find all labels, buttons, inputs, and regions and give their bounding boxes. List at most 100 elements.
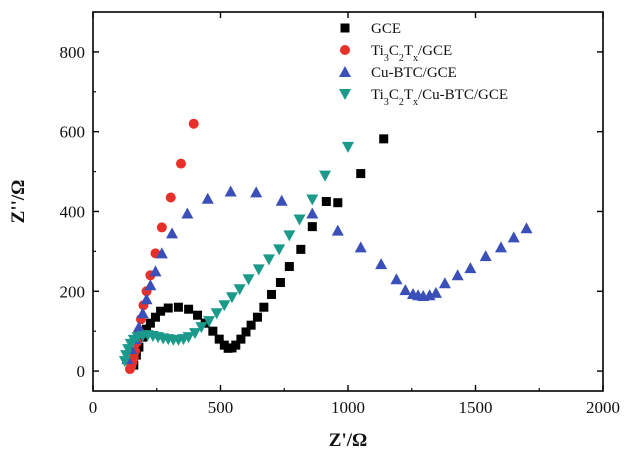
legend-marker	[339, 89, 351, 100]
cu-btc-gce-point	[306, 207, 319, 219]
gce-point	[252, 312, 262, 322]
gce-point	[379, 134, 389, 144]
legend-marker	[340, 23, 350, 33]
y-tick-label: 0	[77, 362, 86, 381]
cu-btc-gce-point	[224, 185, 237, 197]
gce-point	[208, 326, 218, 336]
x-tick-label: 1500	[459, 398, 493, 417]
series-ti3c2tx-cu-btc-gce	[118, 141, 354, 368]
gce-point	[284, 262, 294, 272]
cu-btc-gce-point	[375, 258, 388, 270]
cu-btc-gce-point	[429, 286, 442, 298]
gce-point	[275, 277, 285, 287]
legend-label: Ti3C2Tx/Cu-BTC/GCE	[371, 87, 508, 108]
gce-point	[150, 312, 160, 322]
cu-btc-gce-point	[132, 321, 145, 333]
gce-point	[246, 320, 256, 330]
gce-point	[214, 334, 224, 344]
cu-btc-gce-point	[201, 192, 214, 204]
gce-point	[241, 327, 251, 337]
y-tick-label: 600	[60, 123, 86, 142]
ti3c2tx-cu-btc-gce-point	[262, 254, 275, 266]
ti3c2tx-cu-btc-gce-point	[306, 194, 319, 206]
ti3c2tx-cu-btc-gce-point	[225, 292, 238, 304]
cu-btc-gce-point	[464, 262, 477, 274]
cu-btc-gce-point	[140, 293, 153, 305]
cu-btc-gce-point	[144, 279, 157, 291]
gce-point	[267, 289, 276, 299]
ti3c2tx-cu-btc-gce-point	[242, 274, 255, 286]
x-tick-label: 1000	[331, 398, 365, 417]
y-tick-label: 200	[60, 282, 86, 301]
gce-point	[156, 306, 166, 316]
legend-marker	[340, 45, 350, 55]
y-axis-title: Z''/Ω	[8, 180, 29, 224]
cu-btc-gce-point	[155, 247, 168, 259]
gce-point	[145, 318, 155, 328]
ti3c2tx-cu-btc-gce-point	[218, 300, 231, 312]
cu-btc-gce-point	[495, 241, 507, 253]
gce-point	[307, 222, 317, 232]
gce-point	[259, 302, 269, 312]
cu-btc-gce-point	[390, 273, 403, 285]
cu-btc-gce-point	[166, 227, 179, 239]
ti3c2tx-cu-btc-gce-point	[189, 328, 201, 340]
ti3c2tx-gce-point	[188, 118, 199, 129]
gce-point	[231, 340, 241, 350]
ti3c2tx-cu-btc-gce-point	[233, 284, 246, 296]
gce-point	[236, 334, 246, 344]
y-tick-label: 800	[60, 43, 86, 62]
cu-btc-gce-point	[507, 231, 520, 243]
gce-point	[184, 304, 194, 314]
legend-item: Ti3C2Tx/GCE	[340, 43, 452, 64]
gce-point	[142, 324, 152, 334]
legend-marker	[339, 66, 351, 77]
cu-btc-gce-point	[250, 186, 263, 198]
legend-item: GCE	[340, 21, 401, 37]
cu-btc-gce-point	[479, 250, 492, 262]
ti3c2tx-cu-btc-gce-point	[182, 332, 195, 344]
ti3c2tx-cu-btc-gce-point	[283, 230, 296, 242]
ti3c2tx-gce-point	[156, 222, 167, 233]
ti3c2tx-gce-point	[175, 158, 186, 169]
gce-point	[163, 303, 173, 313]
gce-point	[193, 310, 203, 320]
legend-item: Cu-BTC/GCE	[339, 65, 457, 81]
gce-point	[321, 197, 331, 206]
cu-btc-gce-point	[520, 222, 533, 234]
legend-label: Ti3C2Tx/GCE	[371, 43, 452, 64]
plot-area	[118, 118, 533, 375]
gce-point	[134, 342, 144, 352]
ti3c2tx-cu-btc-gce-point	[273, 244, 286, 256]
ti3c2tx-cu-btc-gce-point	[252, 264, 265, 276]
cu-btc-gce-point	[331, 224, 344, 236]
gce-point	[173, 302, 183, 312]
legend-label: GCE	[371, 21, 401, 37]
legend-label: Cu-BTC/GCE	[371, 65, 457, 81]
ti3c2tx-gce-point	[165, 192, 176, 203]
ti3c2tx-cu-btc-gce-point	[203, 316, 216, 328]
x-tick-label: 2000	[586, 398, 620, 417]
ti3c2tx-cu-btc-gce-point	[319, 170, 332, 182]
gce-point	[356, 169, 366, 179]
axes: 0 500 1000 1500 2000 0 200 400 600 800	[60, 11, 620, 417]
ti3c2tx-cu-btc-gce-point	[210, 308, 223, 320]
ti3c2tx-cu-btc-gce-point	[118, 356, 131, 368]
gce-point	[333, 198, 343, 208]
cu-btc-gce-point	[136, 307, 149, 319]
y-tick-label: 400	[60, 202, 86, 221]
cu-btc-gce-point	[451, 269, 464, 281]
legend-item: Ti3C2Tx/Cu-BTC/GCE	[339, 87, 508, 108]
x-axis-title: Z'/Ω	[329, 430, 367, 451]
cu-btc-gce-point	[149, 265, 162, 277]
cu-btc-gce-point	[438, 277, 451, 289]
ti3c2tx-cu-btc-gce-point	[342, 141, 354, 153]
x-tick-label: 500	[208, 398, 234, 417]
ti3c2tx-cu-btc-gce-point	[195, 322, 208, 334]
cu-btc-gce-point	[399, 284, 412, 296]
ti3c2tx-cu-btc-gce-point	[293, 214, 306, 226]
cu-btc-gce-point	[354, 241, 367, 253]
gce-point	[296, 244, 306, 254]
